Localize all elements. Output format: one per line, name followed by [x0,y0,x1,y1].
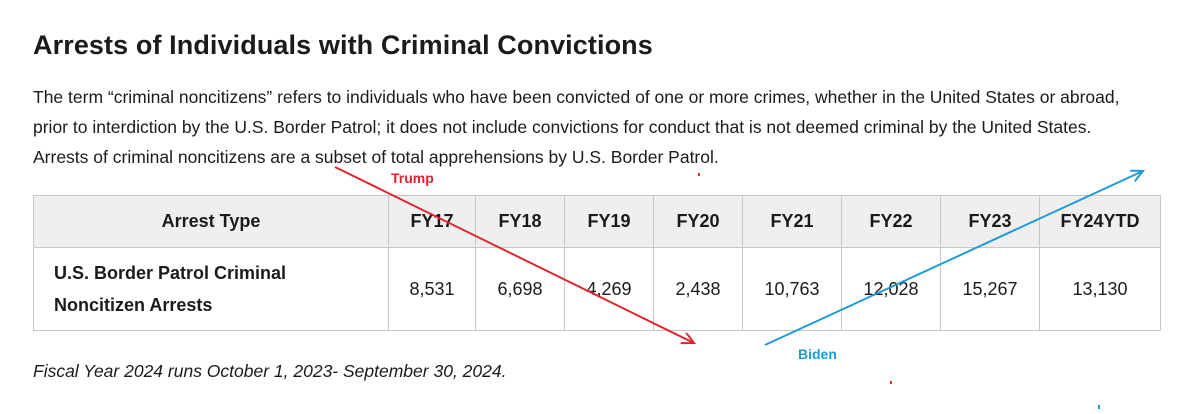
column-header-fy18: FY18 [475,195,565,248]
cell-fy17: 8,531 [388,247,476,331]
stray-dot [890,381,892,384]
cell-fy18: 6,698 [475,247,565,331]
stray-dot [698,173,700,176]
cell-fy19: 4,269 [564,247,654,331]
column-header-fy17: FY17 [388,195,476,248]
biden-label: Biden [798,346,837,362]
stray-dot [1098,405,1100,409]
column-header-fy20: FY20 [653,195,743,248]
footnote: Fiscal Year 2024 runs October 1, 2023- S… [33,361,507,381]
cell-fy22: 12,028 [841,247,941,331]
column-header-fy24ytd: FY24YTD [1039,195,1161,248]
cell-fy20: 2,438 [653,247,743,331]
row-label: U.S. Border Patrol Criminal Noncitizen Ar… [33,247,389,331]
description-paragraph: The term “criminal noncitizens” refers t… [33,87,1120,167]
table-row: U.S. Border Patrol Criminal Noncitizen Ar… [33,247,1161,331]
column-header-fy21: FY21 [742,195,842,248]
cell-fy23: 15,267 [940,247,1040,331]
arrests-table: Arrest Type FY17 FY18 FY19 FY20 FY21 FY2… [33,195,1161,331]
cell-fy24ytd: 13,130 [1039,247,1161,331]
cell-fy21: 10,763 [742,247,842,331]
column-header-fy22: FY22 [841,195,941,248]
column-header-fy19: FY19 [564,195,654,248]
page-title: Arrests of Individuals with Criminal Con… [33,30,653,60]
table-header-row: Arrest Type FY17 FY18 FY19 FY20 FY21 FY2… [33,195,1161,248]
column-header-fy23: FY23 [940,195,1040,248]
trump-label: Trump [391,170,434,186]
column-header-arrest-type: Arrest Type [33,195,389,248]
